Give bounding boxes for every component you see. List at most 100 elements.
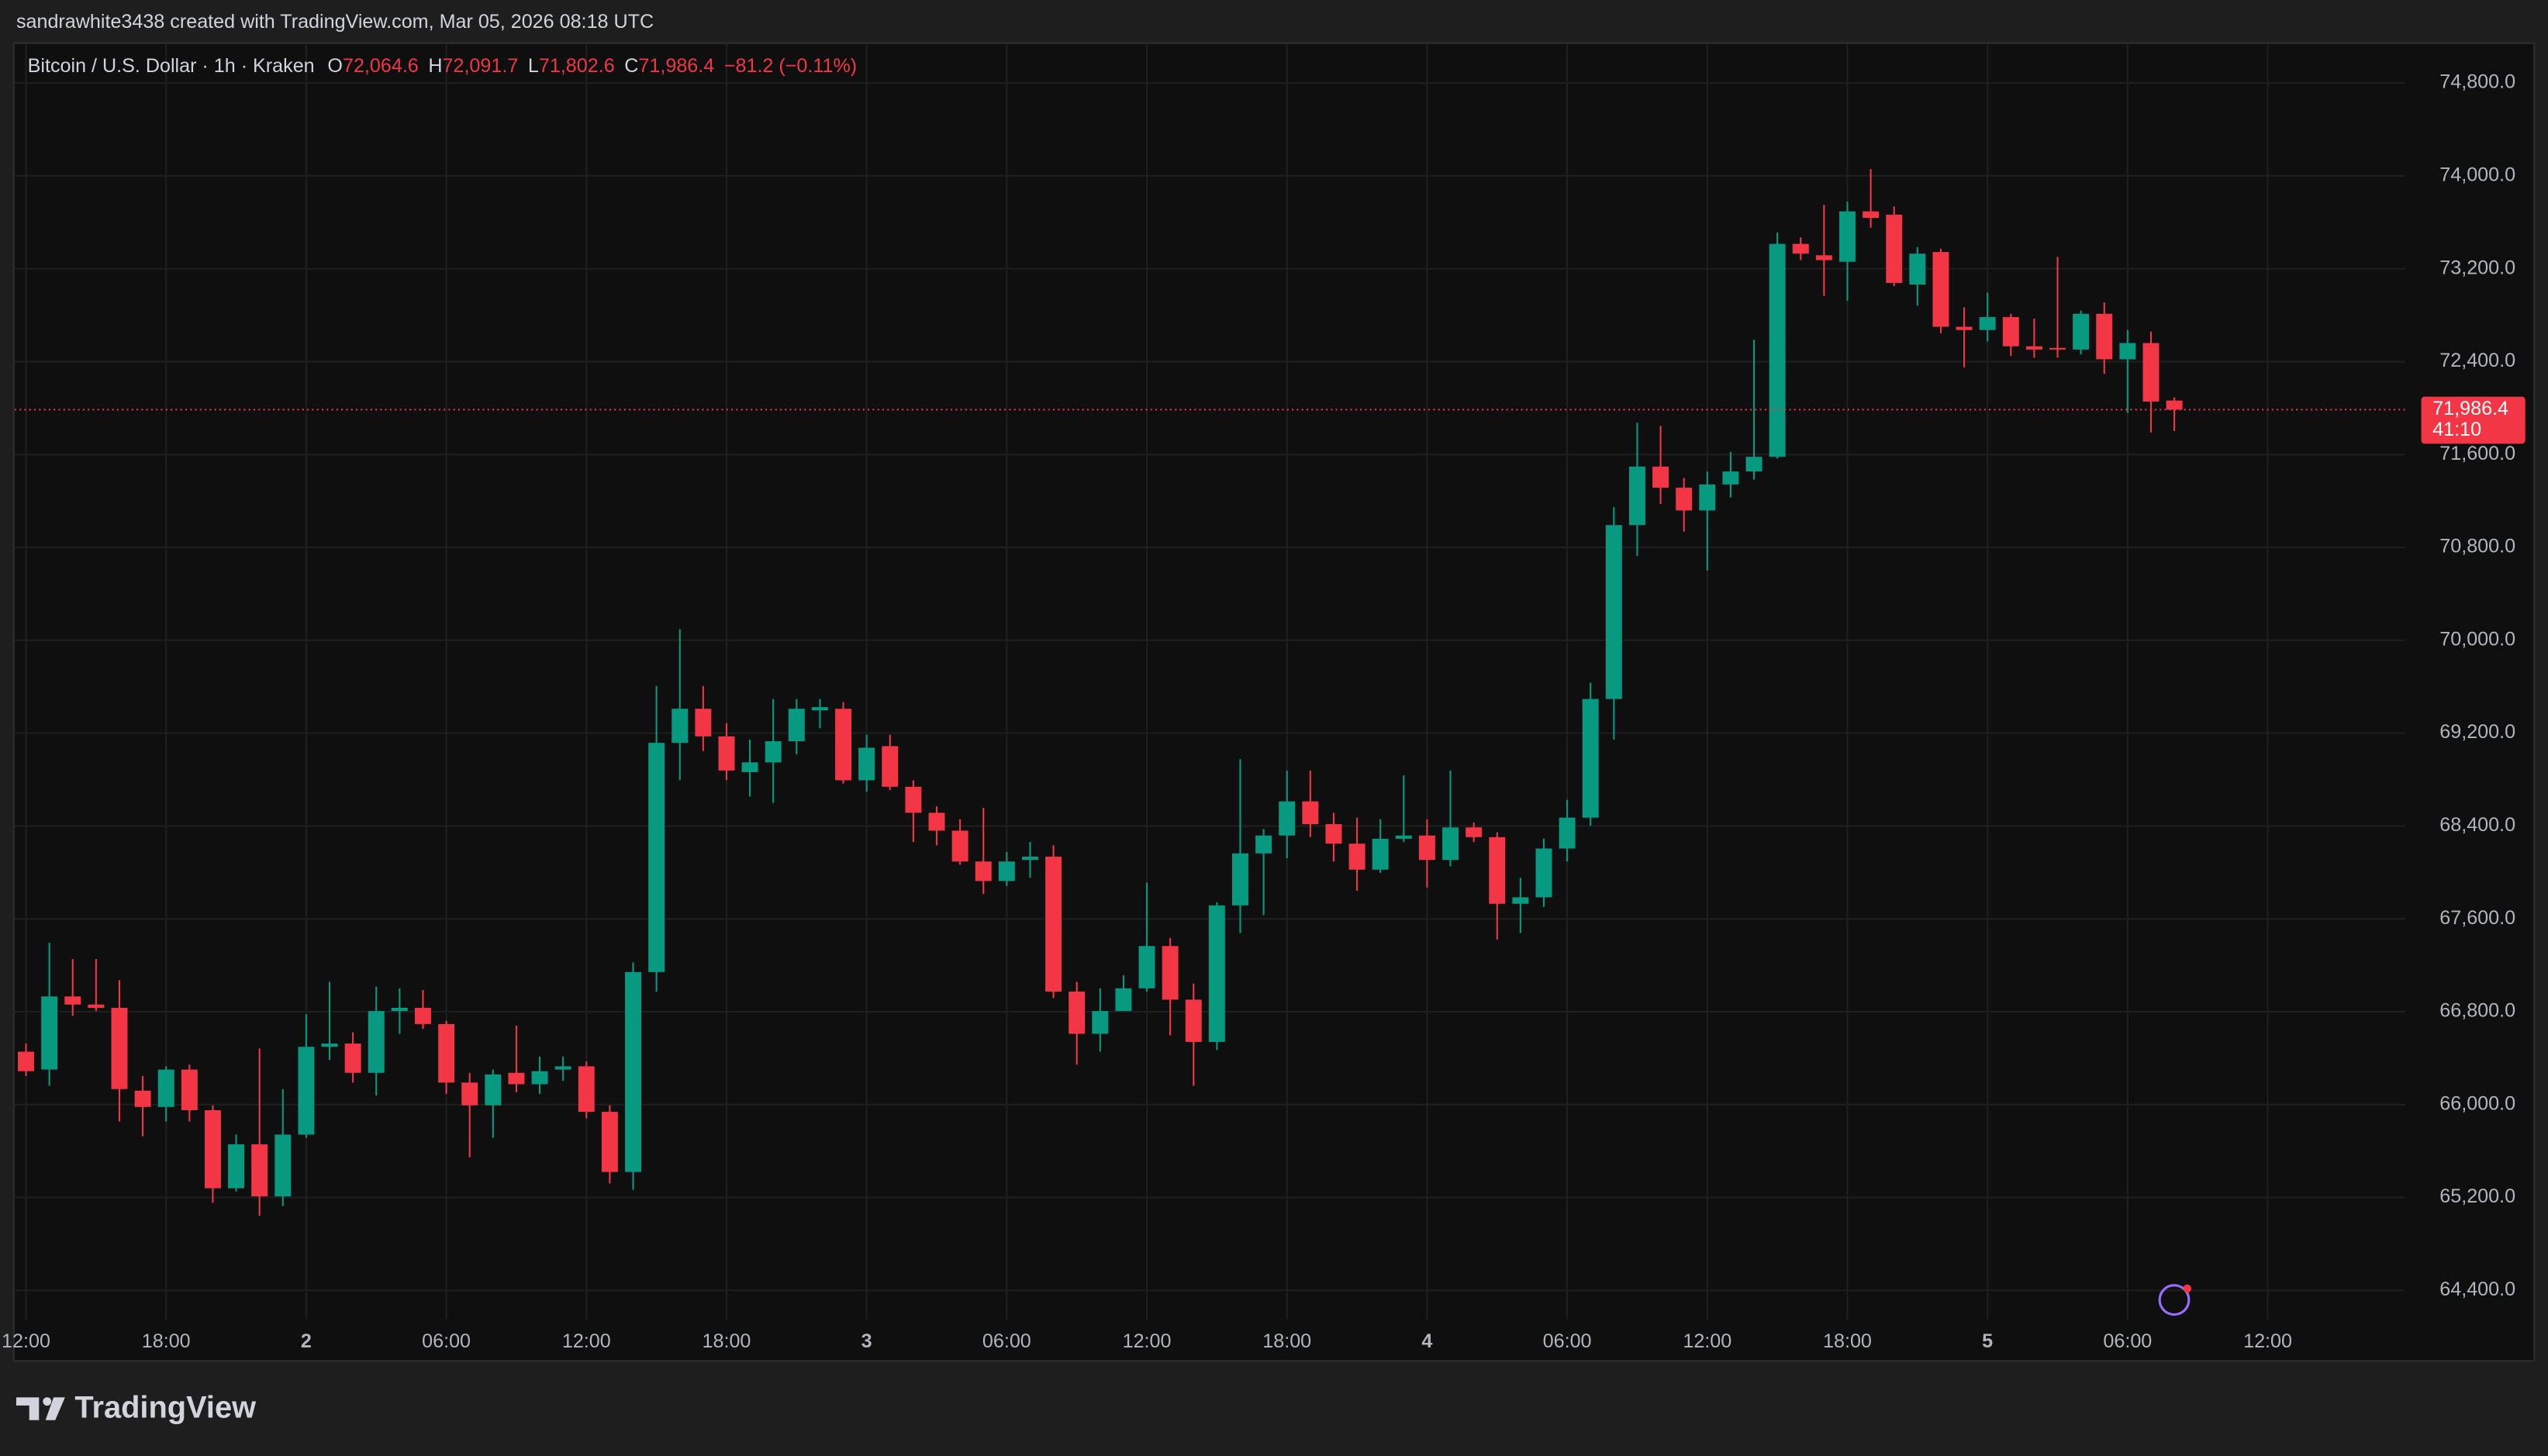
chart-pane: [12, 42, 2536, 1362]
y-tick-label: 70,000.0: [2439, 628, 2515, 650]
l-key: L: [528, 55, 539, 77]
y-tick-label: 71,600.0: [2439, 443, 2515, 464]
candle-body: [1932, 252, 1949, 327]
y-tick-label: 74,800.0: [2439, 71, 2515, 93]
candle-body: [951, 830, 968, 862]
candle-body: [2142, 343, 2160, 402]
candle-body: [1582, 699, 1599, 818]
x-tick-label: 06:00: [422, 1330, 471, 1352]
logo-slash: [45, 1397, 65, 1420]
x-tick-label: 18:00: [1262, 1330, 1311, 1352]
candle-body: [1232, 853, 1248, 906]
candle-body: [1535, 848, 1552, 898]
candle-body: [1769, 243, 1786, 457]
candle-body: [88, 1004, 105, 1008]
candle-body: [2096, 313, 2113, 360]
x-tick-label: 06:00: [982, 1330, 1031, 1352]
x-tick-label: 12:00: [562, 1330, 611, 1352]
price-tag: [2421, 396, 2526, 444]
candle-body: [1045, 856, 1062, 992]
x-tick-label: 06:00: [2103, 1330, 2152, 1352]
candle-body: [1489, 837, 1506, 904]
y-tick-label: 70,800.0: [2439, 536, 2515, 557]
candle-body: [1605, 525, 1622, 699]
candle-body: [788, 709, 805, 742]
y-tick-label: 74,000.0: [2439, 164, 2515, 185]
logo-mark: [16, 1397, 40, 1420]
candle-body: [1722, 471, 1739, 485]
candle-body: [1815, 255, 1832, 260]
candle-body: [1185, 999, 1202, 1042]
candle-body: [672, 709, 689, 744]
candle-body: [391, 1007, 408, 1012]
x-tick-label: 12:00: [1123, 1330, 1172, 1352]
candle-body: [1442, 827, 1459, 861]
x-tick-label: 12:00: [2, 1330, 50, 1352]
candle-body: [554, 1066, 571, 1070]
candle-body: [1676, 488, 1693, 511]
candle-body: [2002, 316, 2019, 347]
candle-body: [251, 1144, 268, 1197]
candle-body: [298, 1047, 315, 1135]
candle-body: [975, 861, 992, 882]
x-tick-label: 06:00: [1543, 1330, 1592, 1352]
candle-body: [134, 1090, 151, 1107]
candle-body: [1138, 946, 1155, 988]
assistant-icon[interactable]: [2158, 1284, 2191, 1316]
candle-body: [1279, 801, 1296, 836]
candle-body: [41, 996, 58, 1070]
candle-body: [1699, 484, 1716, 511]
candle-body: [811, 707, 828, 711]
candle-body: [2166, 400, 2183, 410]
x-tick-label: 3: [861, 1330, 872, 1352]
candle-body: [2025, 346, 2042, 350]
candle-body: [1208, 905, 1225, 1042]
candle-body: [415, 1007, 431, 1024]
candle-body: [625, 971, 641, 1172]
symbol: Bitcoin / U.S. Dollar · 1h · Kraken: [28, 55, 315, 77]
candle-body: [835, 709, 852, 781]
candle-body: [1909, 254, 1926, 285]
candle-body: [601, 1112, 618, 1172]
candle-body: [1069, 991, 1086, 1034]
candle-body: [1115, 988, 1132, 1012]
candle-body: [2119, 343, 2136, 360]
credit: sandrawhite3438 created with TradingView…: [16, 11, 654, 33]
x-tick-label: 18:00: [703, 1330, 751, 1352]
legend: Bitcoin / U.S. Dollar · 1h · Kraken O72,0…: [28, 55, 858, 77]
candle-body: [531, 1071, 548, 1085]
candle-body: [1628, 466, 1645, 526]
candle-body: [508, 1072, 525, 1085]
candle-body: [1162, 946, 1179, 1000]
candle-body: [1886, 214, 1903, 283]
h-key: H: [428, 55, 442, 77]
candle-body: [274, 1134, 292, 1197]
axes: 64,400.0 65,200.0 66,000.0 66,800.0 67,600.0…: [2, 71, 2526, 1352]
candle-body: [111, 1007, 128, 1089]
y-tick-label: 69,200.0: [2439, 721, 2515, 743]
candle-body: [1838, 211, 1856, 262]
x-tick-label: 18:00: [142, 1330, 191, 1352]
plot: [14, 169, 2405, 1216]
candle-body: [1325, 824, 1342, 844]
candle-body: [1979, 316, 1996, 330]
low-value: 71,802.6: [539, 55, 615, 77]
candle-body: [1302, 801, 1319, 825]
x-tick-label: 18:00: [1823, 1330, 1872, 1352]
price-tag-value: 71,986.4: [2432, 398, 2508, 419]
y-tick-label: 66,000.0: [2439, 1092, 2515, 1114]
candle-body: [858, 747, 875, 781]
candle-body: [928, 813, 945, 831]
x-tick-label: 12:00: [2243, 1330, 2292, 1352]
candle-body: [998, 861, 1015, 882]
candle-body: [765, 741, 782, 763]
candle-body: [695, 709, 712, 737]
close-value: 71,986.4: [638, 55, 714, 77]
candle-body: [1559, 817, 1576, 849]
candle-body: [157, 1069, 174, 1107]
candle-body: [1466, 827, 1483, 837]
brand: TradingView: [74, 1391, 257, 1425]
candle-body: [18, 1051, 35, 1071]
candle-body: [228, 1144, 245, 1189]
